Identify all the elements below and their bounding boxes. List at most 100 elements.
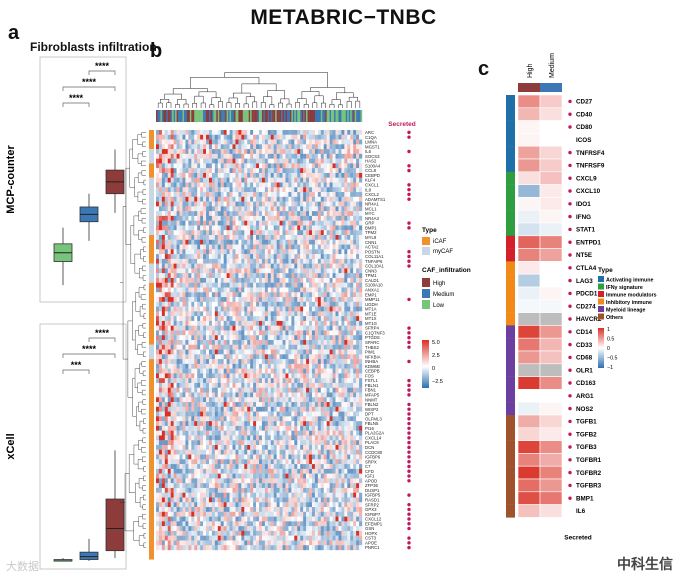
heatmap-cell — [267, 435, 271, 441]
heatmap-cell — [220, 258, 224, 264]
heatmap-cell — [170, 397, 174, 403]
heatmap-cell — [353, 153, 357, 159]
heatmap-cell — [176, 144, 180, 150]
heatmap-cell — [194, 130, 198, 135]
heatmap-cell — [359, 306, 363, 312]
heatmap-cell — [173, 225, 177, 231]
heatmap-cell — [320, 192, 324, 197]
heatmap-cell — [259, 187, 263, 193]
heatmap-cell — [235, 220, 239, 226]
heatmap-cell — [344, 373, 348, 379]
heatmap-cell — [306, 149, 310, 155]
heatmap-cell — [297, 263, 301, 269]
heatmap-cell — [206, 235, 210, 240]
heatmap-cell — [185, 397, 189, 403]
heatmap-cell — [226, 349, 230, 355]
heatmap-cell — [338, 254, 342, 260]
heatmap-cell — [270, 225, 274, 231]
heatmap-cell — [232, 425, 236, 431]
heatmap-cell — [309, 254, 313, 260]
heatmap-cell — [182, 421, 186, 427]
heatmap-cell — [223, 373, 227, 379]
heatmap-cell — [279, 163, 283, 169]
heatmap-cell — [294, 225, 298, 231]
heatmap-cell — [359, 373, 363, 379]
heatmap-cell — [214, 211, 218, 217]
heatmap-cell — [320, 139, 324, 145]
heatmap-cell — [309, 435, 313, 441]
heatmap-cell — [211, 397, 216, 403]
heatmap-cell — [244, 134, 248, 140]
heatmap-cell — [250, 282, 254, 288]
heatmap-cell — [200, 292, 204, 298]
heatmap-cell — [217, 363, 221, 369]
heatmap-cell — [241, 363, 245, 369]
heatmap-cell — [211, 220, 216, 226]
heatmap-cell — [288, 282, 292, 288]
heatmap-cell — [220, 435, 224, 441]
heatmap-cell — [344, 411, 348, 417]
heatmap-cell — [359, 421, 363, 427]
heatmap-cell — [226, 225, 230, 231]
heatmap-cell — [282, 235, 286, 240]
caf-annotation-cell — [163, 110, 166, 122]
heatmap-cell — [256, 196, 260, 202]
heatmap-cell — [211, 311, 216, 317]
heatmap-cell — [197, 153, 201, 159]
heatmap-cell — [208, 211, 213, 217]
heatmap-cell — [238, 225, 242, 231]
heatmap-cell — [288, 359, 292, 365]
heatmap-cell — [161, 406, 166, 412]
heatmap-cell — [185, 187, 189, 193]
heatmap-cell — [353, 163, 357, 169]
heatmap-cell — [182, 254, 186, 260]
heatmap-cell — [179, 402, 183, 407]
heatmap-cell — [291, 368, 295, 374]
heatmap-cell — [229, 287, 233, 293]
heatmap-cell — [356, 249, 360, 255]
heatmap-cell — [282, 192, 286, 197]
heatmap-cell — [273, 344, 277, 350]
heatmap-cell — [285, 435, 289, 441]
heatmap-cell — [288, 273, 292, 279]
heatmap-cell — [294, 416, 298, 422]
heatmap-cell — [238, 263, 242, 269]
caf-annotation-cell — [276, 110, 279, 122]
heatmap-cell — [194, 225, 198, 231]
heatmap-cell — [156, 258, 160, 264]
heatmap-cell — [253, 311, 257, 317]
column-dendrogram — [157, 72, 361, 108]
type-annotation-block — [149, 177, 154, 235]
heatmap-cell — [291, 273, 295, 279]
heatmap-cell — [176, 215, 180, 221]
heatmap-cell — [161, 268, 166, 274]
heatmap-cell — [356, 316, 360, 322]
heatmap-cell — [317, 402, 321, 407]
heatmap-cell — [279, 344, 283, 350]
heatmap-cell — [164, 340, 168, 345]
heatmap-cell — [335, 301, 339, 307]
heatmap-cell — [350, 435, 354, 441]
heatmap-cell — [197, 230, 201, 236]
heatmap-cell — [238, 249, 242, 255]
heatmap-cell — [182, 435, 186, 441]
caf-annotation-cell — [244, 110, 246, 122]
heatmap-cell — [200, 287, 204, 293]
heatmap-cell — [229, 144, 233, 150]
heatmap-cell — [356, 158, 360, 164]
heatmap-cell — [226, 254, 230, 260]
heatmap-cell — [188, 206, 192, 212]
heatmap-cell — [347, 139, 351, 145]
heatmap-cell — [309, 192, 313, 197]
heatmap-cell — [156, 330, 160, 336]
heatmap-cell — [173, 335, 177, 341]
heatmap-cell — [194, 177, 198, 183]
heatmap-cell — [273, 430, 277, 436]
heatmap-cell — [191, 282, 195, 288]
heatmap-cell — [185, 368, 189, 374]
heatmap-cell — [161, 215, 166, 221]
caf-annotation-cell — [278, 110, 280, 122]
heatmap-cell — [182, 239, 186, 245]
heatmap-cell — [229, 277, 233, 283]
heatmap-cell — [179, 130, 183, 135]
